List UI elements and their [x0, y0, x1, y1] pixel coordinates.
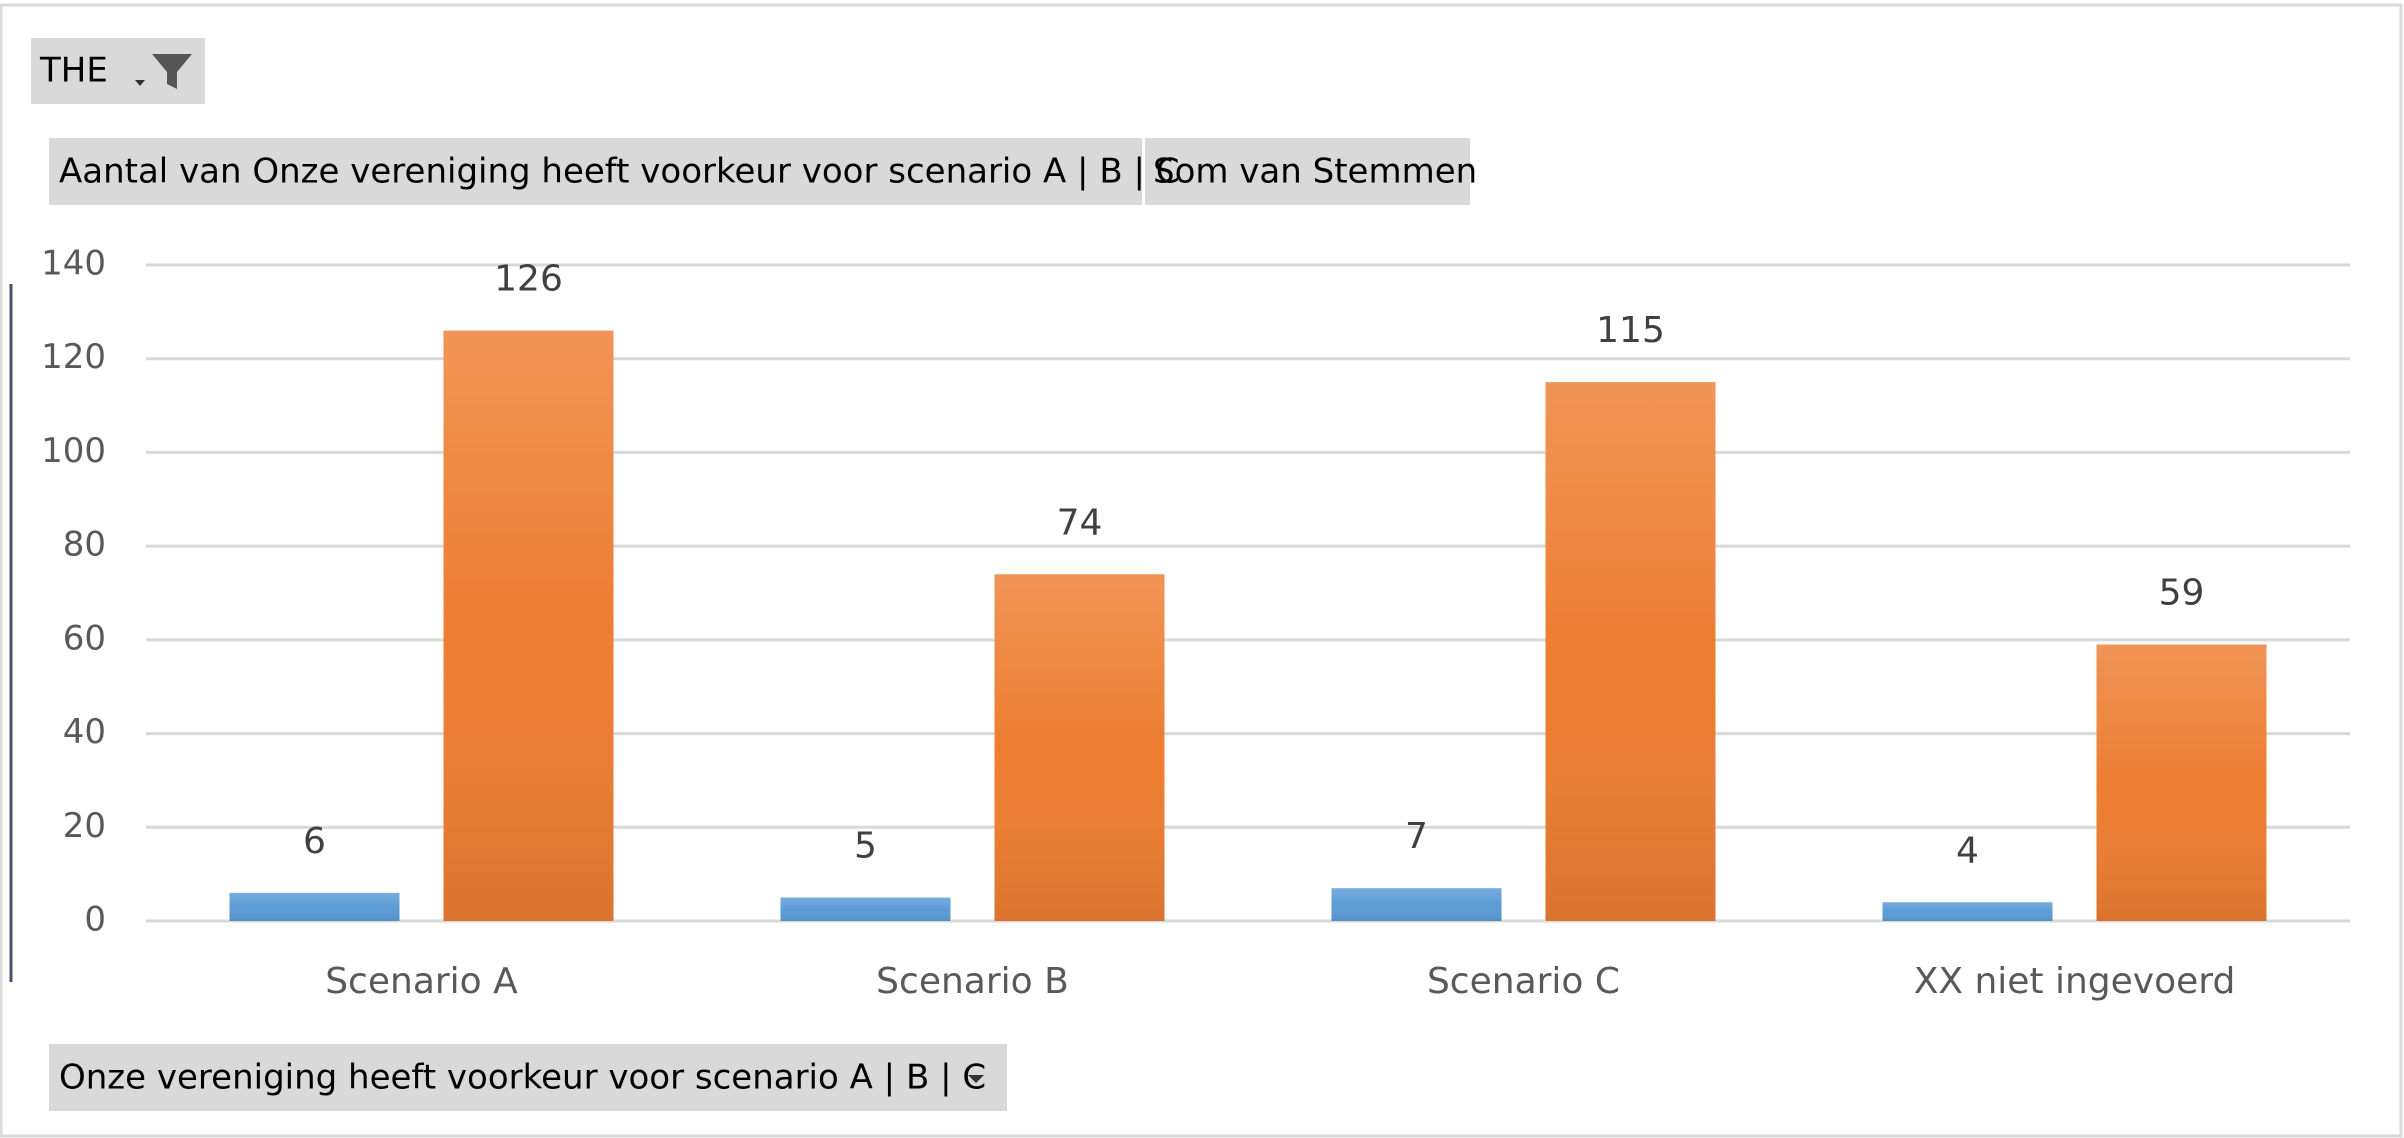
bar-shade [994, 574, 1165, 921]
x-tick-label: XX niet ingevoerd [1914, 961, 2236, 1002]
y-tick-label: 20 [63, 806, 106, 846]
filter-icon [152, 54, 192, 89]
bar-shade [2096, 644, 2267, 921]
y-tick-label: 80 [63, 525, 106, 565]
bar-shade [229, 892, 400, 921]
axis-field-label[interactable]: Onze vereniging heeft voorkeur voor scen… [59, 1058, 986, 1098]
legend-label[interactable]: Aantal van Onze vereniging heeft voorkeu… [59, 152, 1179, 192]
bar-shade [780, 897, 951, 921]
data-label: 6 [303, 821, 326, 862]
legend-buttons: Aantal van Onze vereniging heeft voorkeu… [49, 138, 1477, 205]
y-tick-label: 100 [41, 431, 106, 471]
legend-button-bg[interactable] [1145, 138, 1470, 205]
filter-button[interactable]: THE [31, 38, 205, 104]
bar-shade [443, 330, 614, 922]
data-label: 59 [2159, 573, 2205, 614]
bar-shade [1882, 902, 2053, 921]
y-tick-label: 40 [63, 712, 106, 752]
data-label: 7 [1405, 816, 1428, 857]
data-label: 4 [1956, 830, 1979, 871]
data-label: 74 [1057, 502, 1103, 543]
x-tick-label: Scenario A [325, 961, 518, 1002]
x-tick-label: Scenario C [1427, 961, 1620, 1002]
y-tick-label: 120 [41, 337, 106, 377]
y-tick-label: 60 [63, 618, 106, 658]
data-label: 115 [1596, 310, 1665, 351]
dropdown-arrow [135, 80, 145, 86]
legend-button-bg[interactable] [49, 138, 1142, 205]
filter-button-label[interactable]: THE [39, 51, 108, 91]
data-label: 5 [854, 826, 877, 867]
bar-shade [1331, 888, 1502, 921]
y-tick-label: 140 [41, 244, 106, 284]
chart-border [0, 3, 2403, 1138]
y-tick-label: 0 [84, 900, 106, 940]
axis-field-button[interactable]: Onze vereniging heeft voorkeur voor scen… [49, 1044, 1007, 1111]
x-tick-label: Scenario B [876, 961, 1069, 1002]
axis-field-button-bg[interactable] [49, 1044, 1007, 1111]
dropdown-arrow [968, 1075, 984, 1083]
data-label: 126 [494, 259, 563, 300]
bar-shade [1545, 382, 1716, 922]
legend-label[interactable]: Som van Stemmen [1153, 152, 1477, 192]
